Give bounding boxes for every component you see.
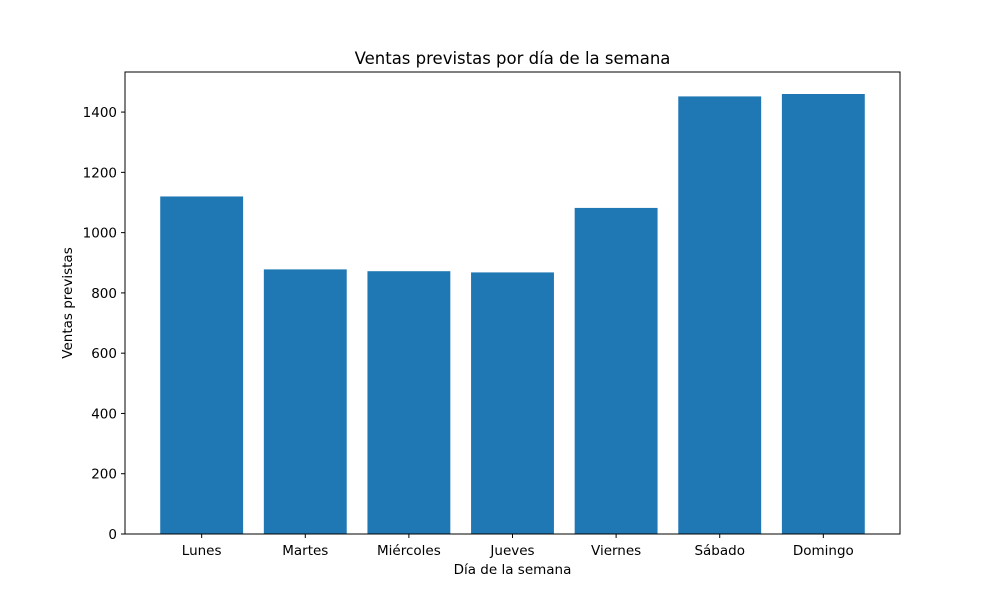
x-axis: Lunes Martes Miércoles Jueves Viernes Sábado D…	[182, 534, 854, 559]
y-tick-label: 0	[108, 527, 117, 543]
bar-viernes	[574, 207, 658, 535]
y-tick-label: 600	[91, 346, 117, 362]
y-tick-label: 800	[91, 286, 117, 302]
x-tick-label: Jueves	[489, 543, 534, 559]
x-tick-label: Viernes	[591, 543, 641, 559]
y-axis: 0 200 400 600 800 1000 1200 1400	[83, 105, 125, 543]
bars-layer	[160, 94, 865, 535]
y-axis-label: Ventas previstas	[60, 247, 76, 358]
bar-sábado	[678, 96, 762, 535]
y-tick-label: 1400	[83, 105, 117, 121]
x-tick-label: Miércoles	[377, 543, 441, 559]
y-tick-label: 1200	[83, 165, 117, 181]
y-tick-label: 400	[91, 406, 117, 422]
x-axis-label: Día de la semana	[454, 562, 572, 578]
plot-frame	[124, 71, 901, 535]
y-tick-label: 1000	[83, 226, 117, 242]
x-tick-label: Sábado	[694, 543, 745, 559]
y-tick-label: 200	[91, 467, 117, 483]
bar-domingo	[781, 94, 865, 534]
bar-miércoles	[367, 271, 451, 534]
x-tick-label: Domingo	[793, 543, 854, 559]
bar-martes	[263, 269, 347, 534]
x-tick-label: Martes	[282, 543, 328, 559]
x-tick-label: Lunes	[182, 543, 222, 559]
chart-title: Ventas previstas por día de la semana	[355, 49, 671, 68]
bar-jueves	[471, 272, 554, 534]
bar-lunes	[160, 196, 244, 534]
